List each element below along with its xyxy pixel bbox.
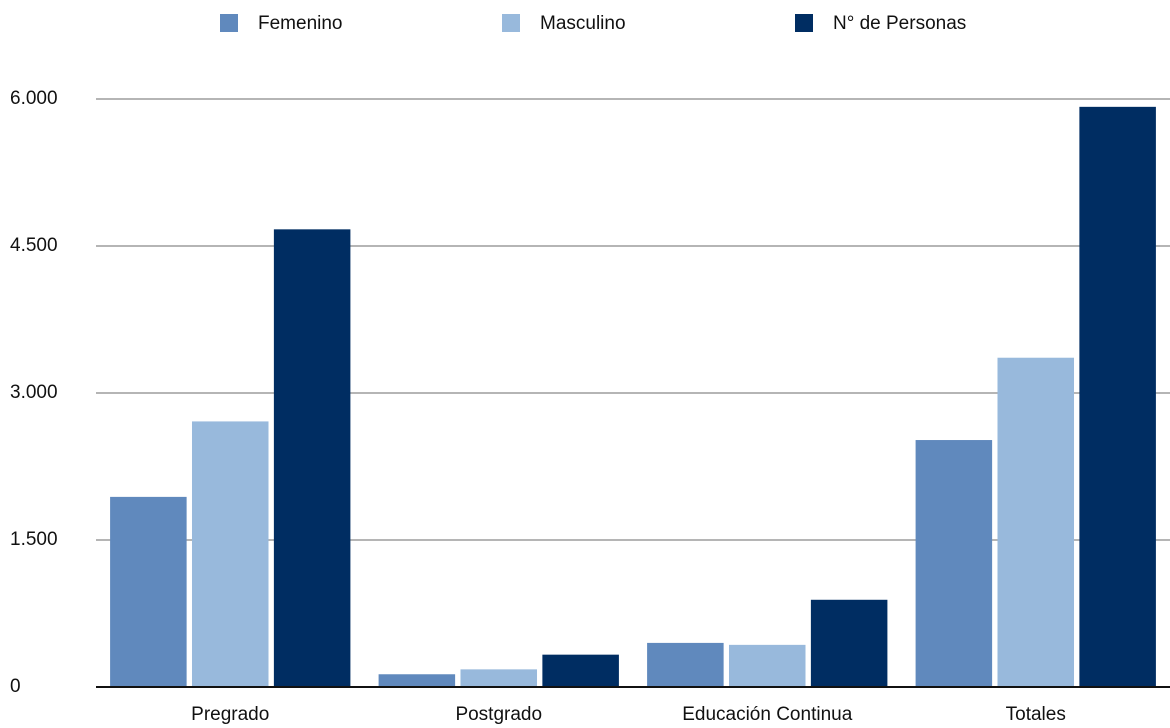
bar (110, 496, 187, 687)
x-tick-label: Totales (1006, 704, 1066, 725)
legend-swatch (220, 14, 238, 32)
legend-label: Femenino (258, 13, 343, 34)
bar (915, 440, 993, 687)
x-tick-label: Pregrado (191, 704, 269, 725)
bar (460, 669, 538, 687)
y-tick-label: 1.500 (10, 529, 58, 550)
bar (191, 421, 269, 687)
bar (997, 357, 1075, 687)
x-tick-label: Educación Continua (682, 704, 852, 725)
bar (273, 229, 351, 687)
y-tick-label: 6.000 (10, 88, 58, 109)
legend-swatch (502, 14, 520, 32)
bar (810, 599, 888, 687)
bar (378, 674, 456, 687)
legend-swatch (795, 14, 813, 32)
y-tick-label: 0 (10, 676, 21, 697)
bar (728, 644, 806, 687)
bar (1079, 106, 1156, 688)
legend-label: N° de Personas (833, 13, 966, 34)
bar (647, 642, 724, 687)
y-tick-label: 3.000 (10, 382, 58, 403)
bar (542, 654, 619, 687)
x-tick-label: Postgrado (455, 704, 542, 725)
legend-label: Masculino (540, 13, 626, 34)
y-tick-label: 4.500 (10, 235, 58, 256)
